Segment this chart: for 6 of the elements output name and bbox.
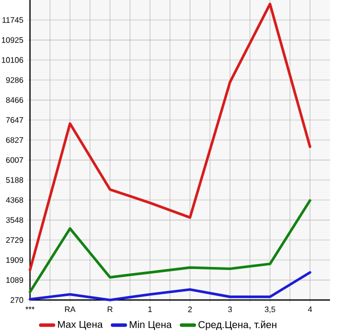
legend-label: Сред.Цена, т.йен <box>198 320 276 330</box>
line-series <box>28 199 312 294</box>
line-series <box>28 2 312 272</box>
legend-label: Max Цена <box>58 320 103 330</box>
legend-label: Min Цена <box>130 320 172 330</box>
line-series <box>28 271 312 302</box>
